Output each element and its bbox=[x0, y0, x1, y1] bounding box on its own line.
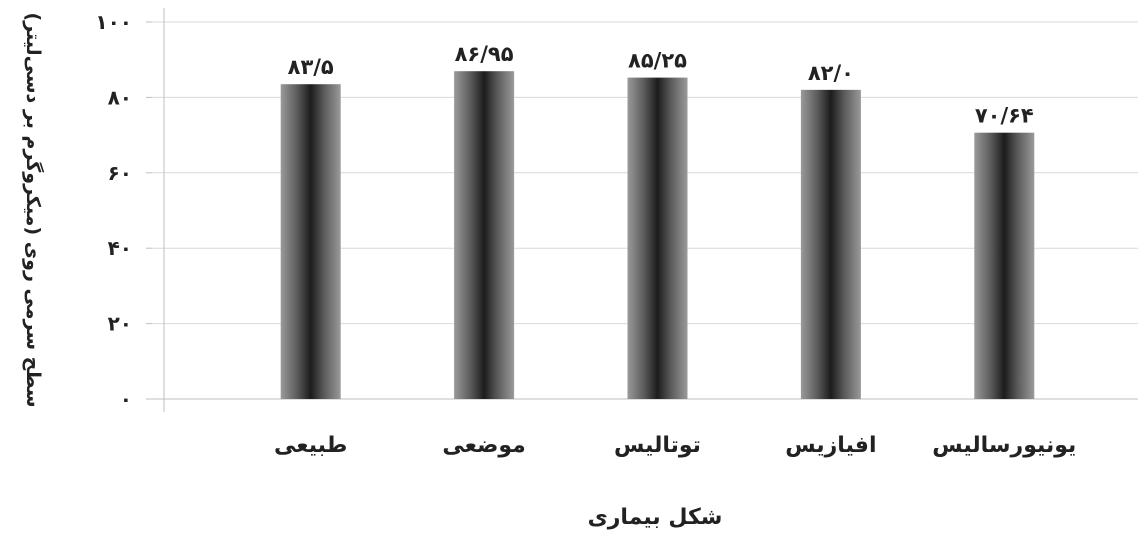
bar bbox=[454, 71, 515, 400]
data-label: ۸۵/۲۵ bbox=[628, 49, 687, 73]
bar bbox=[974, 132, 1035, 399]
category-label: افیازیس bbox=[785, 433, 876, 458]
y-tick-label: ۱۰۰ bbox=[95, 10, 132, 34]
category-label: توتالیس bbox=[614, 433, 701, 458]
data-label: ۷۰/۶۴ bbox=[975, 104, 1034, 128]
labels: ۰ ۲۰ ۴۰ ۶۰ ۸۰ ۱۰۰ ۸۳/۵ طبیعی ۸۶/۹۵ موضعی ۸۵/۲۵ توتا… bbox=[95, 10, 1076, 458]
y-tick-label: ۸۰ bbox=[108, 85, 132, 109]
bar bbox=[280, 84, 341, 399]
data-label: ۸۶/۹۵ bbox=[455, 42, 514, 66]
bar bbox=[800, 89, 861, 400]
y-tick-label: ۴۰ bbox=[108, 236, 132, 260]
data-label: ۸۲/۰ bbox=[808, 61, 854, 85]
data-label: ۸۳/۵ bbox=[288, 55, 334, 79]
y-tick-label: ۰ bbox=[120, 387, 132, 411]
y-axis-title: سطح سرمی روی (میکروگرم بر دسی‌لیتر) bbox=[22, 12, 45, 407]
bars bbox=[280, 71, 1035, 400]
x-axis-title: شکل بیماری bbox=[588, 505, 723, 530]
y-tick-label: ۲۰ bbox=[108, 312, 132, 336]
category-label: موضعی bbox=[442, 433, 525, 458]
bar bbox=[627, 77, 688, 400]
y-tick-label: ۶۰ bbox=[108, 161, 132, 185]
category-label: طبیعی bbox=[274, 433, 347, 458]
category-label: یونیورسالیس bbox=[932, 433, 1076, 458]
